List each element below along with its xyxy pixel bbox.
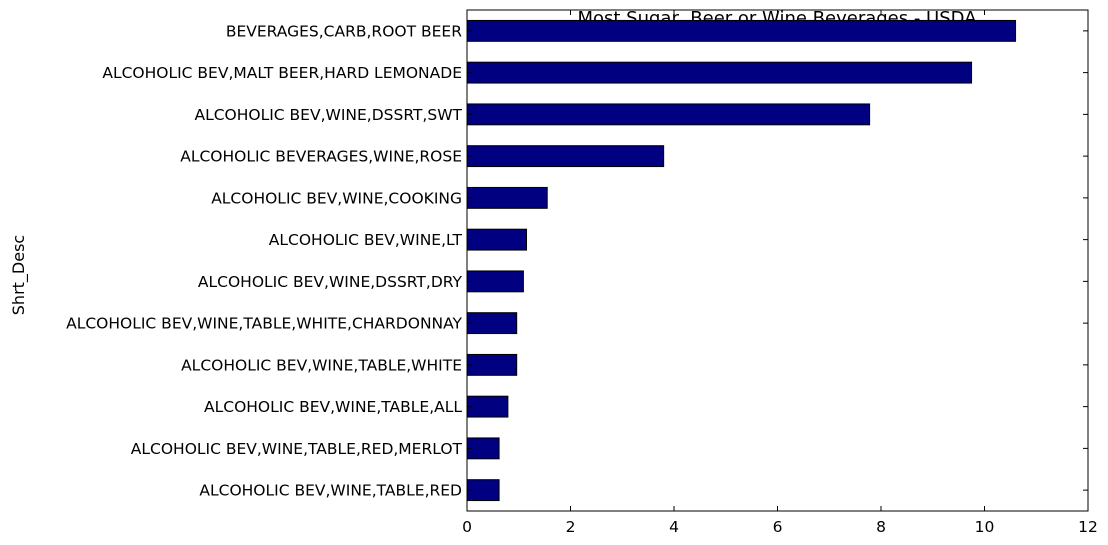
x-tick-label: 12 (1078, 518, 1098, 536)
x-tick-label: 0 (462, 518, 472, 536)
category-label: ALCOHOLIC BEV,WINE,DSSRT,SWT (194, 106, 462, 124)
plot-frame (466, 9, 1089, 512)
bar (466, 186, 548, 209)
category-labels-group: ALCOHOLIC BEV,WINE,TABLE,RED ALCOHOLIC BE… (66, 22, 462, 499)
category-label: ALCOHOLIC BEV,WINE,TABLE,RED (199, 482, 462, 500)
bars-group (466, 19, 1017, 502)
bar (466, 353, 518, 376)
category-label: ALCOHOLIC BEV,MALT BEER,HARD LEMONADE (102, 64, 462, 82)
category-label: ALCOHOLIC BEVERAGES,WINE,ROSE (180, 148, 462, 166)
x-tick-label: 2 (566, 518, 576, 536)
bar (466, 395, 509, 418)
y-axis-label: Shrt_Desc (9, 235, 29, 315)
bar (466, 61, 973, 84)
category-label: ALCOHOLIC BEV,WINE,LT (269, 231, 463, 249)
bar (466, 19, 1017, 42)
category-label: ALCOHOLIC BEV,WINE,COOKING (211, 189, 462, 207)
x-tick-label: 6 (773, 518, 783, 536)
bar (466, 270, 524, 293)
x-tick-label: 4 (669, 518, 679, 536)
x-tick-label: 10 (975, 518, 995, 536)
category-label: ALCOHOLIC BEV,WINE,TABLE,ALL (204, 398, 462, 416)
bar (466, 103, 871, 126)
x-tick-label: 8 (876, 518, 886, 536)
category-label: BEVERAGES,CARB,ROOT BEER (226, 22, 462, 40)
category-label: ALCOHOLIC BEV,WINE,TABLE,WHITE,CHARDONNA… (66, 315, 462, 333)
category-label: ALCOHOLIC BEV,WINE,TABLE,WHITE (181, 356, 462, 374)
category-label: ALCOHOLIC BEV,WINE,TABLE,RED,MERLOT (131, 440, 463, 458)
bar (466, 228, 528, 251)
category-label: ALCOHOLIC BEV,WINE,DSSRT,DRY (198, 273, 463, 291)
bar (466, 145, 665, 168)
ticks-group: 0 2 4 6 8 10 12 (462, 10, 1098, 536)
bar (466, 312, 518, 335)
